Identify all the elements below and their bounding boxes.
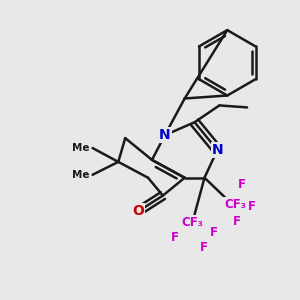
Text: N: N	[212, 143, 223, 157]
Text: F: F	[171, 231, 179, 244]
Text: F: F	[209, 226, 217, 239]
Text: O: O	[132, 204, 144, 218]
Text: F: F	[248, 200, 256, 213]
Text: F: F	[233, 215, 241, 228]
Text: F: F	[238, 178, 246, 191]
Text: CF₃: CF₃	[182, 216, 203, 229]
Text: N: N	[159, 128, 171, 142]
Text: CF₃: CF₃	[224, 198, 246, 211]
Text: Me: Me	[72, 170, 90, 180]
Text: F: F	[200, 241, 208, 254]
Text: Me: Me	[72, 143, 90, 153]
